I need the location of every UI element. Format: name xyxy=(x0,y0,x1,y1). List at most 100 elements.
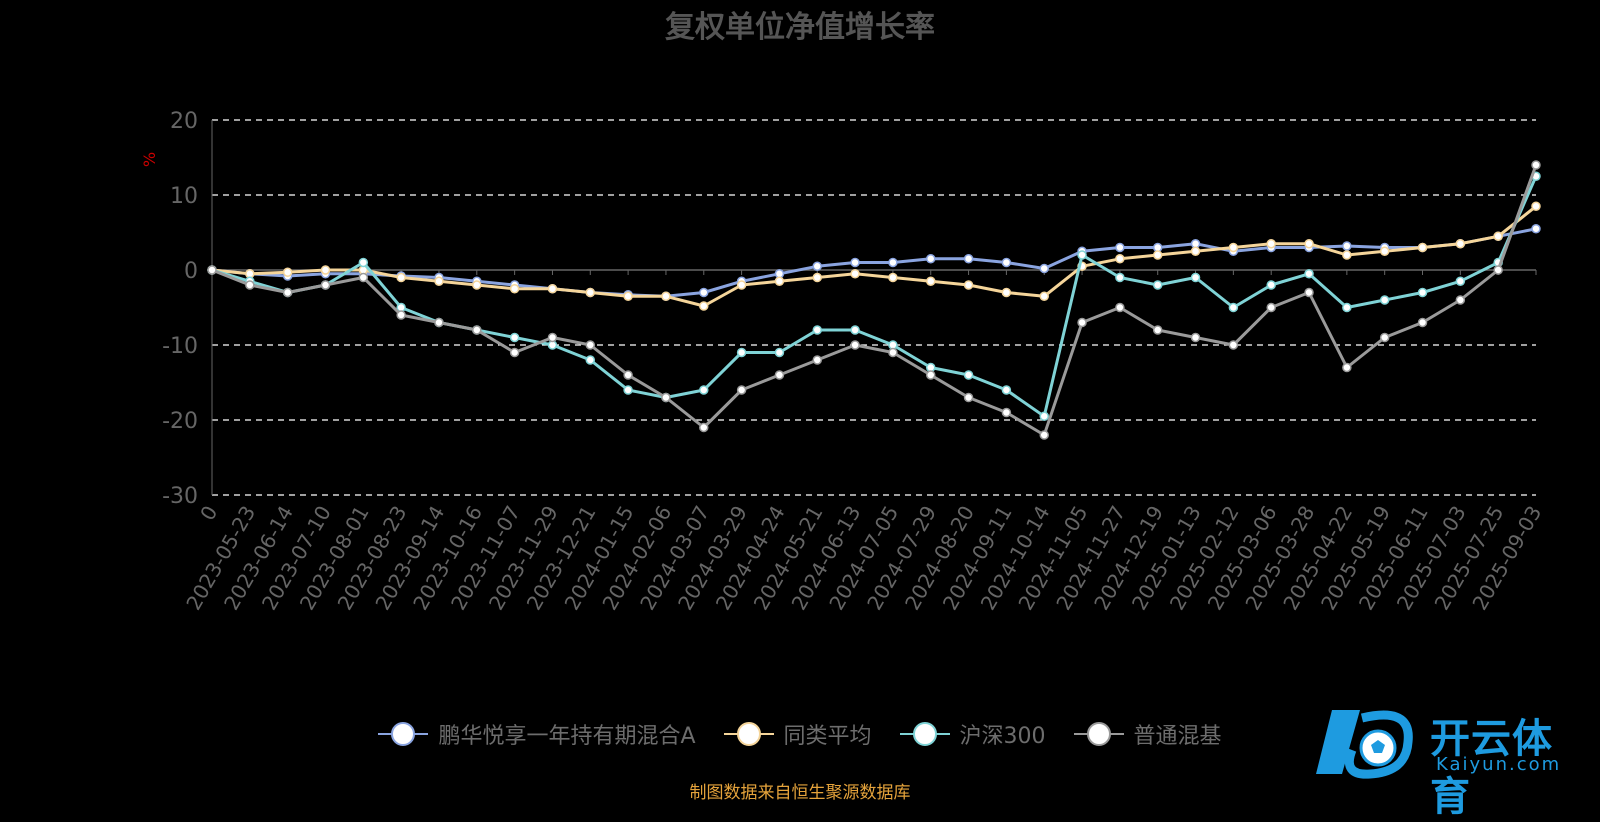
data-point xyxy=(1001,407,1012,418)
data-point xyxy=(585,287,596,298)
series-line-0 xyxy=(211,227,1537,298)
legend-label: 沪深300 xyxy=(959,724,1046,749)
legend-item-0[interactable]: 鹏华悦享一年持有期混合A xyxy=(378,718,696,750)
data-point xyxy=(1417,317,1428,328)
data-point xyxy=(1342,302,1352,313)
data-point xyxy=(1266,280,1276,290)
watermark-brand-en: Kaiyun.com xyxy=(1436,754,1562,775)
data-point xyxy=(699,301,709,311)
data-point xyxy=(1001,287,1012,298)
data-point xyxy=(736,280,747,290)
data-point xyxy=(1455,239,1466,249)
data-point xyxy=(1039,411,1049,421)
legend-swatch-icon xyxy=(1073,722,1124,746)
data-point xyxy=(1531,201,1541,211)
series-line-3 xyxy=(211,164,1538,437)
data-point xyxy=(1115,242,1125,253)
data-point xyxy=(1531,160,1541,170)
data-point xyxy=(1493,265,1503,275)
data-point xyxy=(1077,317,1087,328)
data-point xyxy=(320,280,331,290)
data-point xyxy=(434,317,444,328)
data-point xyxy=(850,257,860,268)
data-point xyxy=(1417,242,1428,253)
legend-item-1[interactable]: 同类平均 xyxy=(723,718,872,750)
data-point xyxy=(699,385,709,395)
data-point xyxy=(963,280,974,290)
data-point xyxy=(358,272,369,283)
data-point xyxy=(396,310,406,320)
data-point xyxy=(1493,231,1503,241)
data-point xyxy=(1115,254,1125,264)
series-line-2 xyxy=(211,175,1538,418)
data-point xyxy=(1379,246,1390,256)
data-point xyxy=(547,284,558,294)
data-point xyxy=(1152,280,1163,290)
data-point xyxy=(358,257,369,268)
data-point xyxy=(888,257,898,268)
y-tick-label: -20 xyxy=(162,409,198,434)
data-point xyxy=(963,392,974,403)
data-point xyxy=(1379,332,1390,343)
data-point xyxy=(888,272,898,283)
data-point xyxy=(282,267,293,277)
data-point xyxy=(1190,246,1201,256)
legend-item-2[interactable]: 沪深300 xyxy=(899,718,1046,750)
data-point xyxy=(1152,325,1163,335)
data-point xyxy=(1228,242,1239,253)
data-point xyxy=(1455,295,1466,305)
data-point xyxy=(661,291,671,301)
y-tick-label: 0 xyxy=(184,259,198,284)
data-point xyxy=(1115,302,1125,313)
data-point xyxy=(1266,239,1276,249)
data-point xyxy=(963,254,974,264)
data-point xyxy=(1417,287,1428,298)
data-point xyxy=(1304,269,1314,279)
data-point xyxy=(1304,239,1314,249)
chart-title: 复权单位净值增长率 xyxy=(665,10,935,45)
data-point xyxy=(509,332,520,343)
y-tick-label: 20 xyxy=(170,109,198,134)
data-point xyxy=(774,370,785,380)
y-tick-label: 10 xyxy=(170,184,198,209)
legend-label: 普通混基 xyxy=(1133,724,1222,749)
data-point xyxy=(320,265,331,275)
data-point xyxy=(1342,241,1352,251)
data-point xyxy=(1115,272,1125,283)
data-point xyxy=(547,332,558,343)
data-point xyxy=(1039,263,1049,274)
data-point xyxy=(812,325,823,335)
legend-item-3[interactable]: 普通混基 xyxy=(1073,718,1222,750)
data-point xyxy=(774,347,785,358)
series-line-1 xyxy=(211,205,1537,308)
data-point xyxy=(850,325,860,335)
data-point xyxy=(812,355,823,365)
series-lines xyxy=(207,160,1541,440)
data-point xyxy=(1228,340,1239,350)
legend-swatch-icon xyxy=(899,722,950,746)
data-point xyxy=(925,370,936,380)
legend-label: 同类平均 xyxy=(783,724,872,749)
data-point xyxy=(925,276,936,286)
axes xyxy=(211,120,1537,495)
y-axis-label: % xyxy=(140,151,160,168)
data-point xyxy=(1001,385,1012,395)
data-point xyxy=(434,276,444,286)
data-point xyxy=(850,340,860,350)
data-point xyxy=(812,272,823,283)
data-point xyxy=(699,287,709,298)
data-point xyxy=(1266,302,1276,313)
y-tick-label: -30 xyxy=(162,484,198,509)
x-tick-labels: 02023-05-232023-06-142023-07-102023-08-0… xyxy=(181,501,1546,614)
data-point xyxy=(850,269,860,279)
legend-swatch-icon xyxy=(378,722,429,746)
data-point xyxy=(1039,291,1049,301)
kaiyun-watermark: 开云体育 Kaiyun.com xyxy=(1312,700,1592,820)
data-point xyxy=(699,422,709,433)
data-point xyxy=(509,347,520,358)
data-point xyxy=(1152,250,1163,260)
data-point xyxy=(282,287,293,298)
source-note: 制图数据来自恒生聚源数据库 xyxy=(689,783,911,803)
data-point xyxy=(963,370,974,380)
data-point xyxy=(509,284,520,294)
